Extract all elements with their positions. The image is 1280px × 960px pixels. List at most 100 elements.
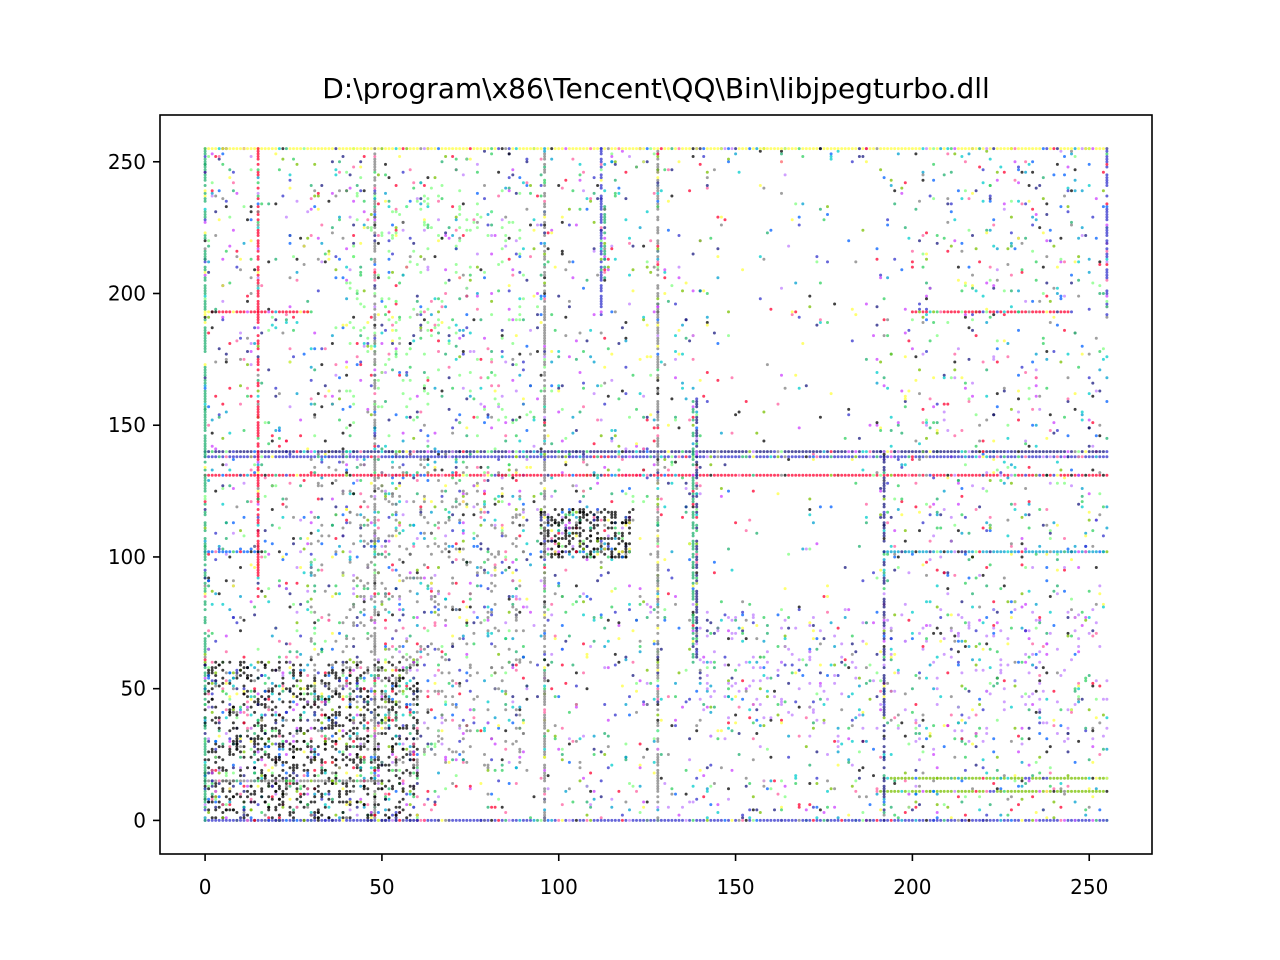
data-point — [893, 189, 897, 193]
data-point — [727, 310, 730, 314]
data-point — [571, 157, 575, 161]
data-point — [582, 550, 585, 554]
data-point — [299, 697, 303, 701]
data-point — [338, 713, 341, 717]
data-point — [716, 803, 720, 807]
data-point — [338, 800, 341, 804]
data-point — [295, 257, 299, 261]
data-point — [391, 760, 394, 764]
data-point — [263, 724, 267, 728]
data-point — [893, 529, 897, 533]
data-point — [1006, 355, 1010, 359]
data-point — [256, 776, 260, 780]
data-point — [776, 674, 780, 677]
data-point — [582, 539, 585, 543]
data-point — [398, 155, 402, 158]
data-point — [479, 268, 483, 272]
data-point — [224, 352, 228, 356]
data-point — [932, 376, 936, 380]
data-point — [847, 413, 851, 417]
data-point — [330, 739, 334, 743]
data-point — [472, 218, 476, 222]
data-point — [971, 286, 974, 290]
data-point — [818, 281, 822, 285]
data-point — [578, 410, 582, 414]
data-point — [253, 739, 257, 743]
data-point — [776, 792, 780, 796]
data-point — [405, 737, 409, 741]
data-point — [309, 692, 313, 696]
data-point — [1031, 774, 1035, 778]
data-point — [426, 226, 430, 230]
data-point — [394, 413, 398, 417]
data-point — [334, 776, 338, 780]
data-point — [228, 244, 232, 248]
data-point — [398, 618, 402, 622]
data-point — [928, 558, 932, 562]
data-point — [338, 189, 341, 193]
data-point — [521, 181, 525, 185]
data-point — [536, 695, 539, 699]
data-point — [422, 537, 426, 540]
data-point — [313, 800, 317, 804]
data-point — [797, 668, 801, 672]
data-point — [1091, 215, 1095, 219]
data-point — [903, 405, 907, 409]
data-point — [599, 616, 603, 619]
data-point — [656, 697, 660, 701]
data-point — [355, 458, 359, 461]
data-point — [663, 458, 667, 461]
data-point — [978, 423, 982, 427]
data-point — [507, 468, 511, 472]
data-point — [811, 637, 815, 641]
data-point — [652, 426, 656, 430]
data-point — [582, 592, 585, 596]
data-point — [288, 774, 292, 778]
data-point — [985, 813, 989, 817]
data-point — [412, 544, 416, 548]
data-point — [578, 178, 582, 182]
data-point — [500, 394, 504, 398]
data-point — [415, 660, 419, 664]
data-point — [504, 434, 508, 438]
data-point — [359, 737, 363, 741]
data-point — [857, 776, 861, 780]
data-point — [334, 584, 338, 588]
data-point — [674, 724, 677, 728]
data-point — [1094, 518, 1098, 522]
data-point — [599, 331, 603, 335]
data-point — [925, 560, 928, 564]
data-point — [380, 544, 384, 548]
data-point — [387, 816, 391, 820]
data-point — [299, 518, 303, 522]
data-point — [231, 181, 235, 185]
data-point — [355, 713, 359, 717]
data-point — [369, 758, 373, 762]
data-point — [253, 268, 257, 272]
data-point — [249, 342, 253, 345]
data-point — [1098, 284, 1102, 288]
data-point — [345, 521, 349, 525]
data-point — [971, 328, 974, 332]
data-point — [313, 402, 317, 406]
data-point — [811, 805, 815, 809]
data-point — [426, 629, 430, 633]
data-point — [475, 252, 479, 256]
data-point — [334, 276, 338, 280]
data-point — [292, 771, 295, 775]
data-point — [939, 555, 943, 559]
data-point — [384, 492, 387, 496]
data-point — [574, 684, 578, 688]
data-point — [1017, 803, 1020, 807]
data-point — [429, 328, 433, 332]
data-point — [790, 663, 794, 667]
data-point — [504, 703, 508, 706]
data-point — [249, 747, 253, 751]
data-point — [1063, 194, 1066, 198]
data-point — [564, 523, 568, 527]
data-point — [716, 626, 720, 630]
data-point — [836, 763, 840, 767]
data-point — [818, 321, 822, 324]
data-point — [412, 792, 416, 796]
data-point — [490, 631, 494, 635]
